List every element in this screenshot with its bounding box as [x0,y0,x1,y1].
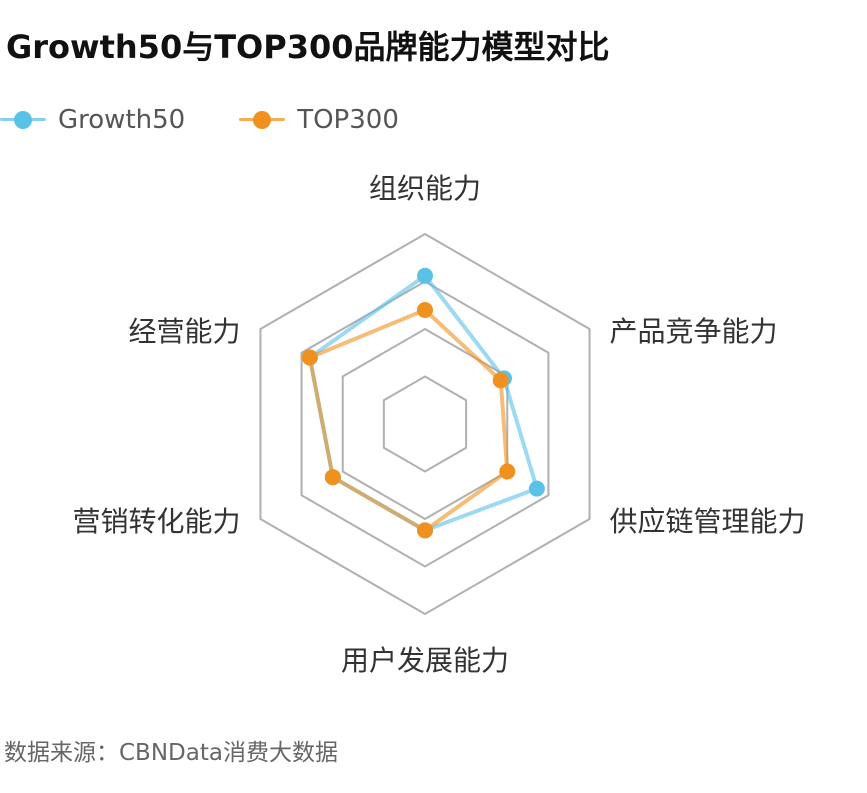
series-1-point-1 [492,372,509,389]
legend-item-growth50[interactable]: Growth50 [0,105,185,135]
series-0-point-2 [528,480,545,497]
series-1-point-0 [417,302,433,318]
axis-label-1: 产品竞争能力 [610,315,778,348]
legend-label-growth50: Growth50 [58,105,186,135]
axis-label-4: 营销转化能力 [72,505,240,538]
series-1-point-3 [417,522,433,539]
series-0-point-0 [417,267,433,284]
data-source: 数据来源：CBNData消费大数据 [4,740,338,766]
legend-item-top300[interactable]: TOP300 [239,105,399,135]
chart-title: Growth50与TOP300品牌能力模型对比 [6,28,610,66]
axis-label-5: 经营能力 [128,315,240,348]
series-1-point-4 [324,469,341,486]
legend-marker-top300 [239,110,286,130]
axis-label-0: 组织能力 [369,172,481,205]
grid-ring-1 [382,375,468,473]
grid-ring-4 [259,232,591,616]
series-1-point-5 [301,349,318,366]
legend-marker-growth50 [0,110,46,130]
axis-label-2: 供应链管理能力 [610,505,806,538]
grid-ring-3 [300,280,550,568]
series-1-point-2 [499,463,516,480]
axis-label-3: 用户发展能力 [341,644,509,677]
legend-label-top300: TOP300 [297,105,399,135]
legend: Growth50 TOP300 [0,104,453,136]
